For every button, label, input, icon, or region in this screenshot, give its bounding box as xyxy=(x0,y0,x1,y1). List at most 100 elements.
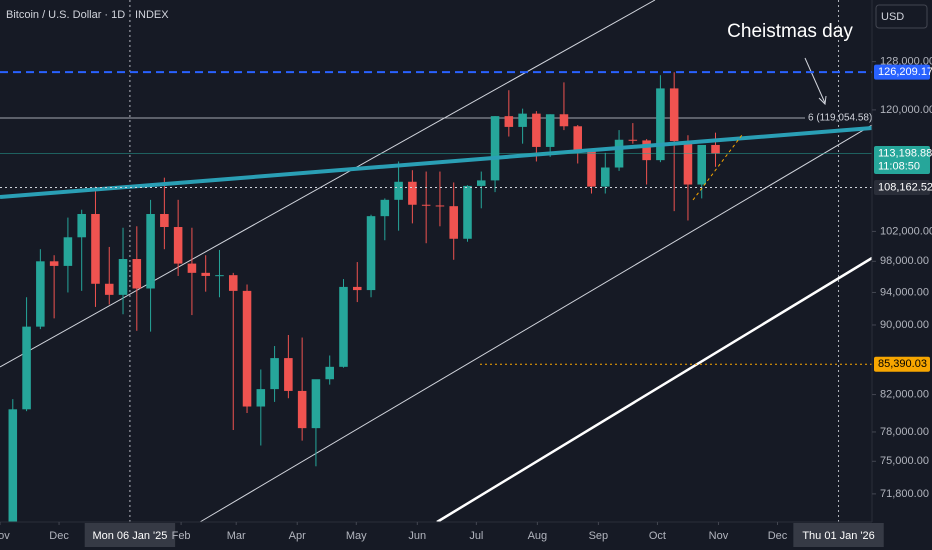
price-label: 108,162.52 xyxy=(878,181,932,193)
y-tick-label: 82,000.00 xyxy=(880,388,929,400)
candle-body xyxy=(270,358,279,390)
price-label: 113,198.88 xyxy=(878,147,932,159)
candle-body xyxy=(587,151,596,187)
arrow xyxy=(804,57,826,104)
x-tick-label: May xyxy=(346,530,367,542)
candle-body xyxy=(325,366,334,380)
candle-body xyxy=(463,185,472,239)
candle-body xyxy=(256,389,266,407)
candle-body xyxy=(394,181,403,200)
x-tick-label: Mar xyxy=(227,530,246,542)
x-tick-label: Nov xyxy=(709,530,729,542)
candle-body xyxy=(77,214,86,238)
candle-body xyxy=(311,379,321,429)
candle-body xyxy=(91,214,100,284)
candle-body xyxy=(297,390,307,429)
candle-body xyxy=(421,204,431,206)
price-axis xyxy=(872,0,932,550)
candle-body xyxy=(683,141,693,185)
candle-body xyxy=(408,181,417,205)
x-tick-label: Jul xyxy=(469,530,483,542)
price-label-box xyxy=(874,356,930,372)
trendline xyxy=(0,126,873,199)
y-tick-label: 102,000.00 xyxy=(880,225,932,237)
candle-body xyxy=(242,290,252,407)
currency-button[interactable] xyxy=(875,4,928,29)
candle-body xyxy=(573,126,582,152)
x-tick-label: Apr xyxy=(289,530,306,542)
candle-body xyxy=(435,205,445,207)
candle-body xyxy=(49,261,59,266)
price-label-box xyxy=(874,64,930,80)
candle-body xyxy=(669,88,679,142)
x-tick-label: Aug xyxy=(528,530,548,542)
y-tick-label: 94,000.00 xyxy=(880,286,929,298)
candle-body xyxy=(215,275,224,277)
channel-lower xyxy=(199,124,873,523)
x-tick-label: Dec xyxy=(49,530,69,542)
candle-body xyxy=(366,216,376,291)
y-tick-label: 98,000.00 xyxy=(880,255,929,267)
projection xyxy=(692,134,743,201)
x-tick-label: Dec xyxy=(768,530,788,542)
candle-body xyxy=(8,409,18,535)
candle-body xyxy=(532,113,541,147)
candle-body xyxy=(490,116,500,181)
candles xyxy=(8,72,720,548)
x-tick-highlight xyxy=(84,523,176,547)
plot-area xyxy=(0,0,873,523)
candle-body xyxy=(132,259,142,289)
candle-body xyxy=(352,286,362,291)
candle-body xyxy=(228,275,238,291)
chart-title: Bitcoin / U.S. Dollar · 1D · INDEX xyxy=(6,9,169,21)
drawings: Cheistmas day 6 (119,054.58) Bitcoin / U… xyxy=(0,9,873,524)
y-tick-label: 128,000.00 xyxy=(880,56,932,68)
price-label-box xyxy=(874,180,930,196)
x-tick-label: Nov xyxy=(0,530,10,542)
x-tick-label: Oct xyxy=(649,530,666,542)
candle-body xyxy=(118,259,128,295)
y-tick-label: 120,000.00 xyxy=(880,104,932,116)
candle-body xyxy=(711,144,720,154)
y-tick-label: 78,000.00 xyxy=(880,426,929,438)
candle-body xyxy=(697,144,707,185)
price-label-box xyxy=(874,146,930,175)
candle-body xyxy=(201,272,210,276)
x-tick-label: Mon 06 Jan '25 xyxy=(92,530,167,542)
y-tick-label: 75,000.00 xyxy=(880,455,929,467)
candle-body xyxy=(339,286,348,367)
candle-body xyxy=(642,140,651,161)
candle-body xyxy=(656,88,665,161)
x-tick-label: Feb xyxy=(172,530,191,542)
candle-body xyxy=(173,227,183,264)
candle-body xyxy=(545,114,555,147)
candle-body xyxy=(477,180,486,186)
candle-body xyxy=(160,214,169,228)
y-tick-label: 90,000.00 xyxy=(880,319,929,331)
candle-body xyxy=(449,206,458,239)
countdown: 11:08:50 xyxy=(878,160,920,172)
annotation: Cheistmas day xyxy=(727,21,853,42)
candle-body xyxy=(36,261,45,327)
candle-body xyxy=(284,358,293,391)
candle-body xyxy=(63,237,73,266)
arrow-head xyxy=(818,95,827,106)
x-tick-label: Thu 01 Jan '26 xyxy=(802,530,874,542)
y-tick-label: 71,800.00 xyxy=(880,488,929,500)
candle-body xyxy=(104,283,114,295)
candle-body xyxy=(187,263,197,273)
support-line xyxy=(436,256,873,524)
currency-button-label[interactable]: USD xyxy=(881,11,904,23)
candle-body xyxy=(380,199,390,217)
x-tick-label: Sep xyxy=(589,530,609,542)
price-label: 85,390.03 xyxy=(878,358,927,370)
candle-body xyxy=(22,326,31,410)
candle-body xyxy=(628,139,638,141)
candle-body xyxy=(601,167,610,187)
candle-body xyxy=(559,114,569,127)
price-label: 126,209.17 xyxy=(878,66,932,78)
candle-body xyxy=(146,214,155,289)
